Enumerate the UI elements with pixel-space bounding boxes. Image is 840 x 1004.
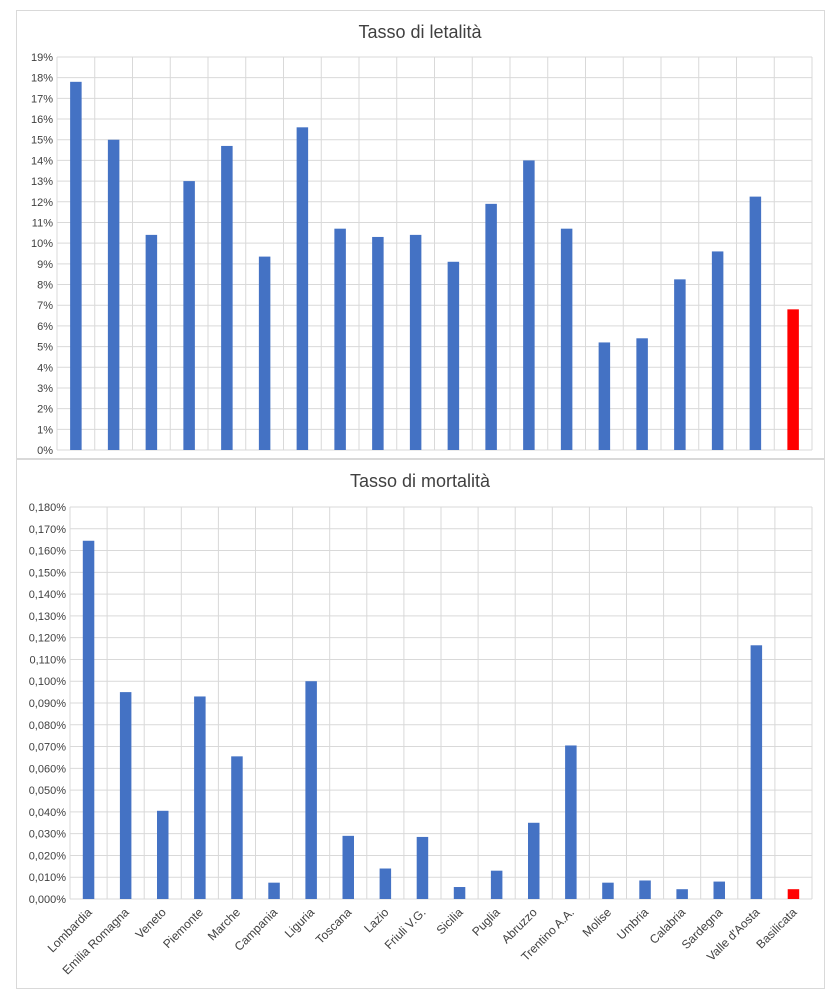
letalita-bar-piemonte [183,181,195,450]
letalita-chart-frame [16,10,825,459]
mortalita-bar-calabria [676,889,688,899]
letalita-y-tick-label: 10% [31,238,53,250]
letalita-y-tick-label: 6% [37,321,53,333]
mortalita-y-tick-label: 0,170% [29,524,67,536]
mortalita-bar-umbria [639,880,651,899]
letalita-y-tick-label: 11% [32,217,53,229]
letalita-bar-veneto [145,234,158,450]
letalita-y-tick-label: 12% [31,197,53,209]
letalita-bar-abruzzo [523,160,535,450]
mortalita-bar-toscana [342,835,354,899]
letalita-chart-title: Tasso di letalità [358,22,482,42]
letalita-bar-puglia [485,203,497,450]
letalita-bar-sicilia [447,261,460,450]
mortalita-bar-puglia [490,870,503,899]
mortalita-y-tick-label: 0,050% [29,785,67,797]
mortalita-bar-sicilia [453,887,466,899]
mortalita-bar-emilia-romagna [119,692,132,899]
mortalita-y-tick-label: 0,030% [29,829,67,841]
mortalita-y-tick-label: 0,160% [29,546,67,558]
mortalita-chart-frame [16,459,825,989]
mortalita-y-tick-label: 0,110% [30,654,67,666]
mortalita-bar-lombardia [82,540,95,899]
letalita-bar-lazio [372,236,384,450]
mortalita-bar-trentino-a-a- [565,745,577,899]
letalita-y-tick-label: 5% [37,342,53,354]
mortalita-y-tick-label: 0,060% [29,763,67,775]
letalita-y-tick-label: 19% [31,52,53,64]
letalita-plot-area: 0% 1% 2% 3% 4% 5% 6% 7% 8% 9% 10% 11% 12% 13% 14% 15% 16… [31,52,813,457]
mortalita-bar-abruzzo [528,822,540,899]
letalita-y-tick-label: 3% [37,383,53,395]
letalita-y-tick-label: 14% [31,155,53,167]
letalita-y-tick-label: 7% [37,300,53,312]
letalita-y-tick-label: 13% [31,176,53,188]
letalita-y-tick-label: 15% [31,135,53,147]
mortalita-y-tick-label: 0,020% [29,850,67,862]
letalita-bar-marche [221,145,233,450]
letalita-y-tick-label: 17% [31,93,53,105]
mortalita-bar-campania [268,882,280,899]
letalita-bar-lombardia [70,81,82,451]
letalita-bar-umbria [636,338,648,450]
mortalita-y-tick-label: 0,120% [29,633,67,645]
letalita-y-tick-label: 0% [37,445,53,457]
letalita-y-tick-label: 4% [37,362,53,374]
letalita-y-tick-label: 16% [31,114,53,126]
mortalita-y-tick-label: 0,080% [29,720,67,732]
mortalita-y-tick-label: 0,090% [29,698,67,710]
mortalita-y-tick-label: 0,180% [29,502,67,514]
letalita-bar-campania [258,256,271,450]
letalita-bar-calabria [674,279,686,450]
mortalita-bar-veneto [157,810,169,899]
letalita-bar-toscana [334,228,346,450]
mortalita-bar-piemonte [194,696,206,899]
letalita-bar-liguria [296,127,309,450]
mortalita-bar-basilicata [787,889,800,899]
letalita-bar-molise [598,342,611,450]
letalita-bar-emilia-romagna [107,139,120,450]
mortalita-bar-valle-d-aosta [750,645,763,899]
letalita-y-tick-label: 2% [37,404,53,416]
mortalita-bar-sardegna [713,881,725,899]
mortalita-bar-marche [231,756,243,899]
mortalita-y-tick-label: 0,040% [29,807,67,819]
letalita-bar-trentino-a-a- [560,228,573,450]
letalita-bar-valle-d-aosta [749,196,762,450]
letalita-bar-sardegna [711,251,724,450]
mortalita-y-tick-label: 0,010% [29,872,67,884]
letalita-bar-friuli-v-g- [409,234,422,450]
mortalita-bar-friuli-v-g- [416,836,429,899]
mortalita-chart-title: Tasso di mortalità [350,471,491,491]
mortalita-y-tick-label: 0,100% [29,676,67,688]
mortalita-y-tick-label: 0,140% [29,589,67,601]
letalita-y-tick-label: 8% [37,280,53,292]
mortalita-bar-lazio [379,868,392,899]
letalita-y-tick-label: 1% [37,424,53,436]
letalita-y-tick-label: 18% [31,73,53,85]
letalita-bar-basilicata [787,309,799,450]
mortalita-y-tick-label: 0,000% [29,894,67,906]
mortalita-y-tick-label: 0,070% [29,742,67,754]
mortalita-y-tick-label: 0,130% [29,611,67,623]
mortalita-bar-liguria [305,681,317,899]
letalita-y-tick-label: 9% [37,259,53,271]
mortalita-y-tick-label: 0,150% [29,567,67,579]
mortalita-bar-molise [602,882,614,899]
